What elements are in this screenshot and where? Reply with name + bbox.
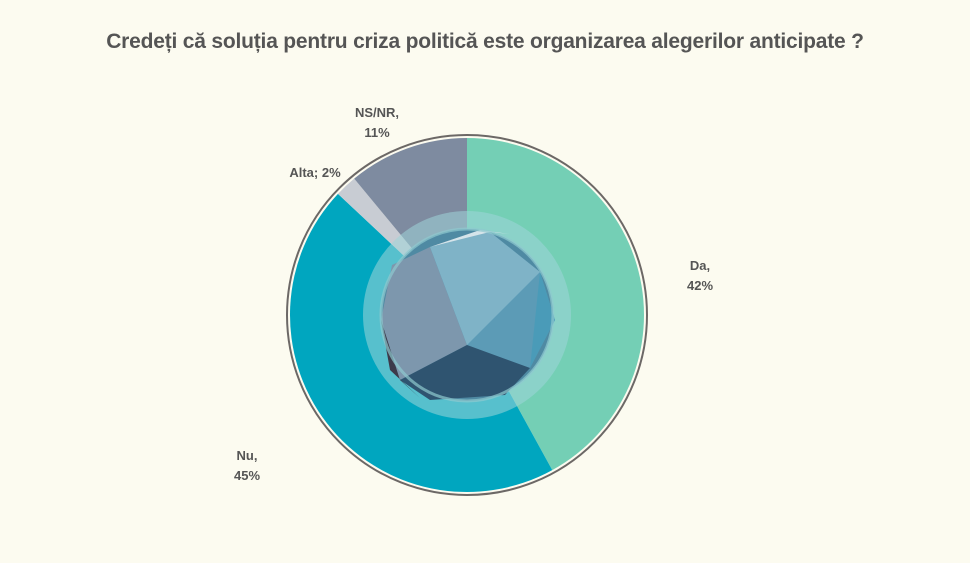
label-nsnr-name: NS/NR,	[354, 105, 400, 120]
label-alta: Alta; 2%	[280, 163, 350, 183]
chart-title: Credeți că soluția pentru criza politică…	[106, 30, 864, 53]
label-nu-name: Nu,	[236, 448, 258, 463]
label-da-name: Da,	[689, 258, 711, 273]
label-da-value: 42%	[686, 278, 714, 293]
label-nu: Nu, 45%	[227, 446, 267, 486]
label-alta-name: Alta; 2%	[289, 165, 341, 180]
gem-center-graphic	[381, 229, 555, 401]
outer-ring	[286, 134, 648, 496]
label-nu-value: 45%	[233, 468, 261, 483]
label-nsnr: NS/NR, 11%	[347, 103, 407, 143]
label-da: Da, 42%	[680, 256, 720, 296]
label-nsnr-value: 11%	[364, 125, 390, 140]
